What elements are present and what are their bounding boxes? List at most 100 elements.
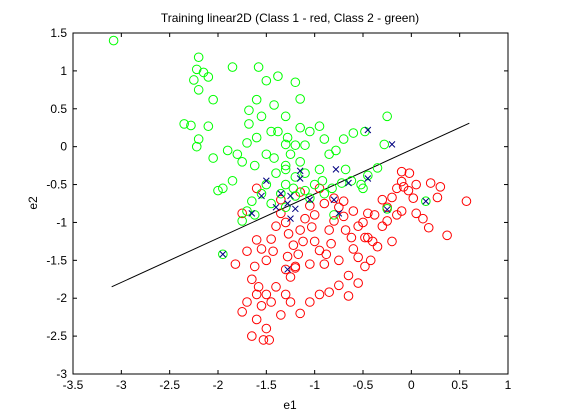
point-class2-43 — [280, 164, 291, 175]
point-class2-65 — [382, 111, 392, 122]
point-class2-58 — [327, 183, 337, 194]
point-class2-47 — [247, 196, 257, 207]
data-points-layer — [108, 35, 472, 345]
point-class1-39 — [309, 236, 320, 247]
point-class1-35 — [326, 238, 336, 249]
point-class2-52 — [276, 188, 286, 199]
point-class2-19 — [295, 94, 305, 104]
point-class2-51 — [266, 198, 276, 209]
x-axis-label: e1 — [283, 398, 297, 412]
point-class1-50 — [282, 251, 293, 262]
point-class2-33 — [285, 149, 296, 160]
x-tick-label: -2 — [213, 378, 224, 392]
y-tick-label: -0.5 — [46, 178, 67, 192]
x-tick-label: 1 — [505, 378, 512, 392]
point-class1-86 — [280, 289, 291, 300]
point-class1-71 — [261, 323, 272, 334]
point-class1-51 — [288, 240, 299, 250]
point-class2-84 — [319, 188, 330, 199]
misclassified-marker-5 — [296, 175, 304, 182]
y-tick-label: 0 — [60, 140, 67, 154]
point-class1-4 — [418, 213, 428, 224]
point-class1-74 — [247, 331, 257, 341]
y-axis-ticks: 1.5 1 0.5 0 -0.5 -1 -1.5 -2 -2.5 -3 — [46, 26, 508, 381]
point-class1-64 — [261, 289, 272, 300]
point-class2-48 — [242, 206, 252, 216]
point-class2-90 — [280, 202, 291, 213]
point-class2-24 — [266, 126, 276, 137]
point-class2-67 — [348, 128, 359, 138]
point-class2-85 — [358, 183, 368, 194]
point-class2-87 — [421, 196, 431, 207]
point-class2-46 — [256, 188, 267, 199]
point-class1-87 — [230, 259, 241, 269]
misclassified-marker-8 — [287, 192, 294, 200]
y-tick-label: 1.5 — [50, 26, 67, 40]
misclassified-marker-7 — [262, 177, 270, 185]
point-class2-55 — [300, 185, 310, 196]
point-class2-32 — [280, 139, 291, 150]
point-class2-44 — [271, 168, 281, 178]
point-class1-12 — [435, 182, 446, 192]
point-class2-68 — [338, 134, 349, 144]
point-class1-62 — [247, 274, 257, 285]
point-class2-49 — [237, 216, 247, 226]
point-class1-43 — [300, 213, 310, 224]
point-class2-30 — [261, 149, 272, 160]
point-class2-38 — [319, 134, 330, 144]
point-class2-9 — [186, 120, 196, 131]
y-tick-label: -1.5 — [46, 253, 67, 267]
point-class2-7 — [208, 94, 218, 105]
point-class2-28 — [237, 157, 247, 167]
decision-boundary-line — [111, 122, 470, 288]
point-class1-17 — [377, 194, 388, 205]
point-class2-83 — [305, 193, 315, 203]
point-class2-59 — [336, 178, 347, 188]
point-class1-95 — [403, 185, 414, 196]
misclassified-marker-22 — [287, 215, 294, 223]
point-class2-79 — [251, 94, 262, 105]
point-class2-60 — [346, 175, 357, 186]
x-tick-label: 0 — [408, 378, 415, 392]
misclassified-marker-12 — [284, 200, 291, 207]
point-class2-75 — [280, 160, 291, 171]
point-class2-17 — [273, 71, 283, 81]
x-tick-label: -0.5 — [353, 378, 374, 392]
point-class2-26 — [242, 138, 252, 148]
point-class2-80 — [282, 132, 293, 143]
point-class1-15 — [387, 192, 397, 203]
misclassified-marker-15 — [335, 209, 343, 217]
point-class2-53 — [280, 179, 291, 190]
point-class2-69 — [331, 145, 341, 156]
point-class1-33 — [329, 216, 339, 226]
point-class1-46 — [293, 249, 304, 260]
point-class2-64 — [379, 139, 390, 150]
point-class1-107 — [276, 194, 286, 205]
point-class1-24 — [372, 241, 383, 252]
y-tick-label: -3 — [56, 367, 67, 381]
point-class2-22 — [244, 119, 254, 129]
misclassified-marker-9 — [306, 196, 314, 204]
x-tick-label: -3.5 — [63, 378, 84, 392]
point-class1-59 — [256, 244, 267, 254]
point-class2-10 — [203, 121, 214, 132]
point-class1-104 — [382, 216, 392, 226]
point-class1-89 — [290, 263, 301, 273]
misclassified-marker-19 — [284, 266, 291, 273]
point-class1-49 — [280, 264, 291, 275]
point-class1-93 — [377, 221, 388, 232]
decision-boundary-layer — [111, 122, 470, 288]
y-tick-label: 0.5 — [50, 102, 67, 116]
point-class1-41 — [309, 210, 320, 220]
x-axis-ticks: -3.5 -3 -2.5 -2 -1.5 -1 -0.5 0 0.5 1 — [63, 33, 512, 392]
point-class1-19 — [363, 208, 373, 219]
y-axis-label: e2 — [26, 196, 40, 210]
point-class2-25 — [251, 132, 262, 143]
point-class1-98 — [338, 196, 349, 207]
point-class1-21 — [353, 221, 363, 232]
point-class1-42 — [305, 200, 315, 211]
point-class1-60 — [251, 235, 262, 245]
point-class2-82 — [288, 183, 299, 194]
point-class1-32 — [334, 202, 344, 213]
point-class1-84 — [343, 270, 354, 281]
